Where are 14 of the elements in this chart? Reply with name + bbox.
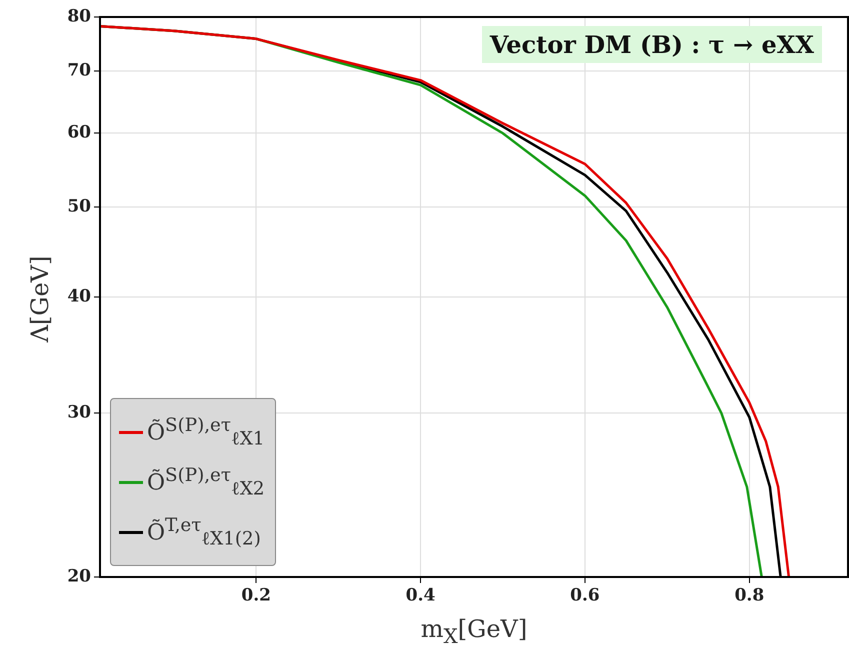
y-tick-label: 80 — [67, 6, 92, 26]
text: Vector DM (B) : τ → eXX — [482, 26, 822, 63]
x-tick-label: 0.8 — [734, 586, 764, 606]
y-tick-label: 70 — [67, 60, 92, 80]
y-axis-title: Λ[GeV] — [26, 254, 54, 344]
y-tick-label: 40 — [67, 286, 92, 306]
y-tick-label: 60 — [67, 122, 92, 143]
y-tick-label: 20 — [67, 566, 92, 586]
x-tick-label: 0.6 — [570, 586, 600, 606]
x-tick-label: 0.2 — [241, 586, 271, 606]
x-tick-label: 0.4 — [406, 586, 436, 606]
y-tick-label: 30 — [67, 402, 92, 423]
y-tick-label: 50 — [67, 196, 92, 216]
x-axis-title: m$_{X}$[GeV] — [420, 615, 528, 648]
